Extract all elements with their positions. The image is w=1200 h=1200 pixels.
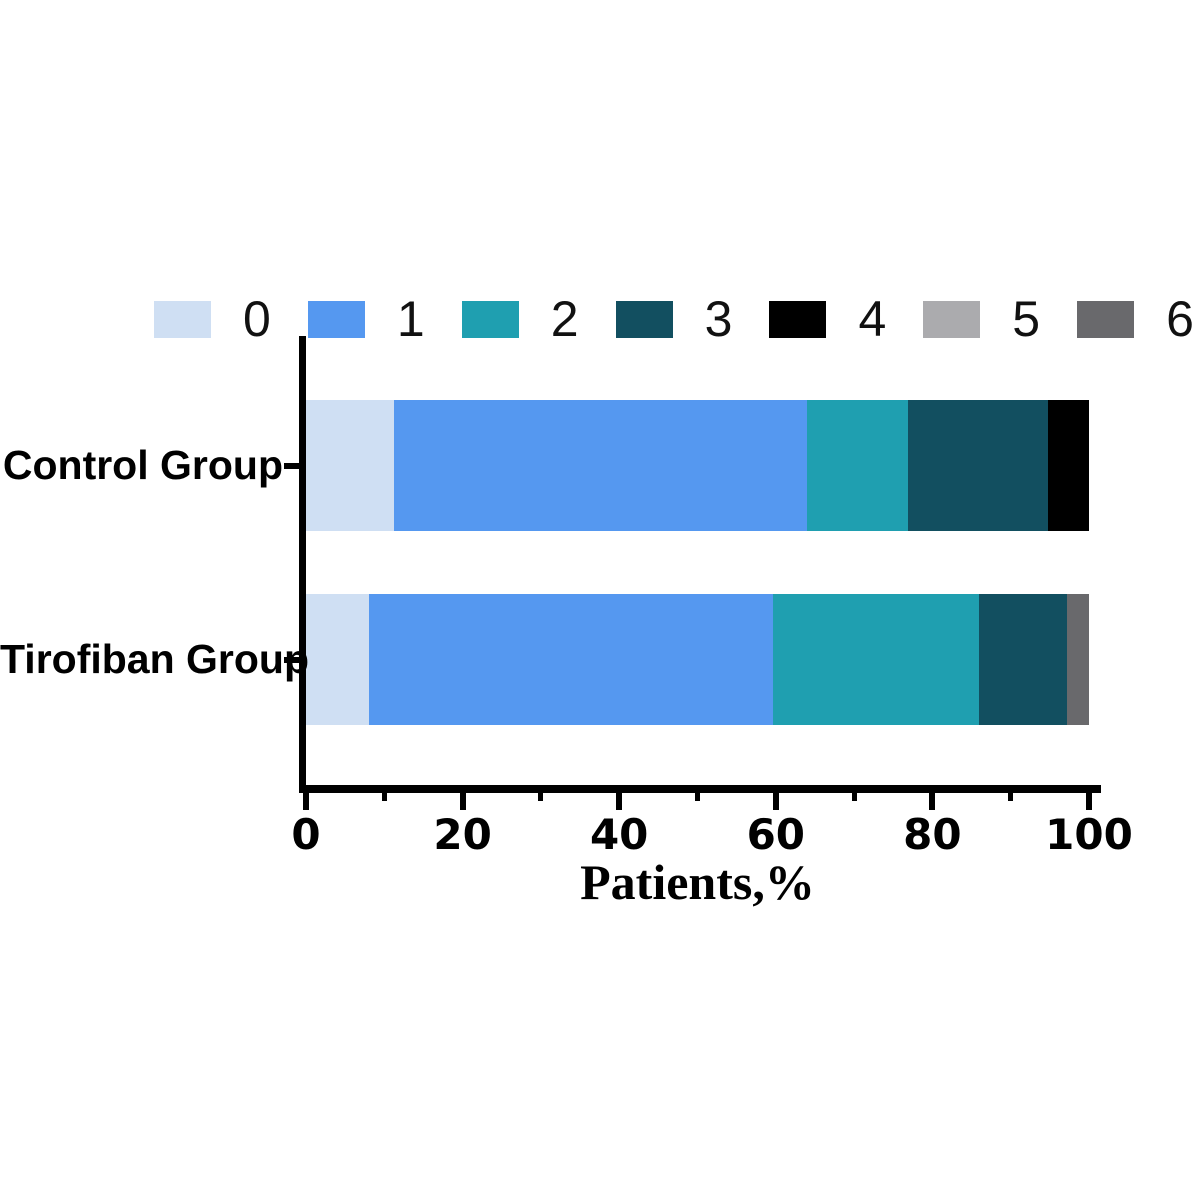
x-minor-tick-50 <box>695 789 700 801</box>
legend-label: 4 <box>858 291 887 347</box>
legend-label: 2 <box>550 291 579 347</box>
bar-control-group-segment-3 <box>908 400 1049 531</box>
x-major-tick-100 <box>1086 789 1092 810</box>
bar-control-group <box>306 400 1089 531</box>
bar-control-group-segment-2 <box>807 400 909 531</box>
legend-item-2: 2 <box>461 291 579 347</box>
legend-item-3: 3 <box>615 291 733 347</box>
legend-swatch-2 <box>461 300 519 338</box>
x-minor-tick-10 <box>381 789 387 801</box>
category-tick-control-group <box>284 462 300 469</box>
x-major-tick-80 <box>929 789 936 810</box>
x-minor-tick-30 <box>538 789 544 801</box>
y-axis-line <box>299 336 306 790</box>
bar-tirofiban-group-segment-2 <box>773 594 980 725</box>
x-tick-label-20: 20 <box>433 810 492 859</box>
x-minor-tick-70 <box>851 789 857 801</box>
category-label-tirofiban-group: Tirofiban Group <box>0 636 310 682</box>
x-axis-title: Patients,% <box>580 854 815 910</box>
legend-label: 1 <box>396 291 425 347</box>
bar-control-group-segment-1 <box>393 400 808 531</box>
legend: 0 1 2 3 4 5 6 <box>154 291 1194 347</box>
category-tick-tirofiban-group <box>284 656 300 663</box>
bar-tirofiban-group-segment-0 <box>306 594 370 725</box>
legend-swatch-5 <box>923 300 981 338</box>
x-tick-label-40: 40 <box>589 810 649 859</box>
category-label-control-group: Control Group <box>2 442 283 488</box>
legend-item-1: 1 <box>307 291 425 347</box>
legend-item-6: 6 <box>1077 294 1194 344</box>
x-tick-label-0: 0 <box>291 810 321 859</box>
legend-swatch-1 <box>307 300 365 338</box>
x-major-tick-0 <box>303 789 309 810</box>
legend-label: 0 <box>243 291 271 347</box>
bar-control-group-segment-4 <box>1048 400 1089 531</box>
legend-swatch-4 <box>769 300 827 338</box>
bar-tirofiban-group-segment-1 <box>369 594 774 725</box>
legend-swatch-0 <box>154 300 211 338</box>
legend-label: 6 <box>1166 291 1194 347</box>
x-major-tick-20 <box>459 789 466 810</box>
bar-tirofiban-group-segment-3 <box>979 594 1068 725</box>
legend-item-5: 5 <box>923 294 1040 344</box>
legend-label: 3 <box>704 291 733 347</box>
x-tick-label-80: 80 <box>903 810 962 859</box>
x-axis-line <box>299 785 1101 793</box>
bar-control-group-segment-0 <box>306 400 394 531</box>
x-tick-label-60: 60 <box>746 810 806 859</box>
bar-tirofiban-group <box>306 594 1089 725</box>
bar-tirofiban-group-segment-6 <box>1067 594 1089 725</box>
legend-swatch-3 <box>615 300 673 338</box>
legend-label: 5 <box>1012 291 1041 347</box>
legend-item-0: 0 <box>154 294 271 344</box>
legend-swatch-6 <box>1077 300 1135 338</box>
x-minor-tick-90 <box>1008 789 1014 801</box>
x-tick-label-100: 100 <box>1045 810 1133 859</box>
x-major-tick-60 <box>772 789 779 810</box>
legend-item-4: 4 <box>769 294 886 344</box>
x-major-tick-40 <box>616 789 623 810</box>
